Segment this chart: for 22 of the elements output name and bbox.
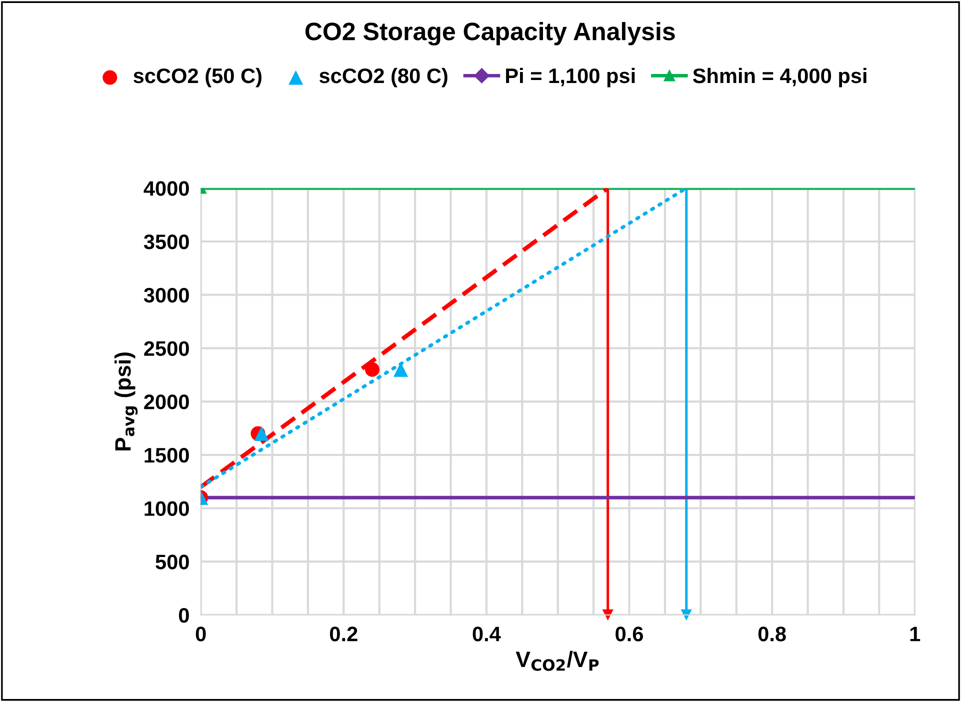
x-tick-label: 0 xyxy=(196,626,206,642)
y-tick-label: 1500 xyxy=(144,448,189,463)
x-tick-label: 1 xyxy=(910,626,920,642)
y-tick-label: 1000 xyxy=(144,501,189,516)
y-tick-label: 4000 xyxy=(144,181,189,196)
y-tick-label: 500 xyxy=(156,554,189,570)
x-tick-label: 0.2 xyxy=(330,626,358,642)
x-tick-label: 0.8 xyxy=(758,626,786,642)
y-tick-label: 0 xyxy=(178,608,189,623)
x-tick-label: 0.4 xyxy=(472,626,501,642)
legend-label: Pi = 1,100 psi xyxy=(506,68,635,88)
legend-label: scCO2 (50 C) xyxy=(134,68,262,88)
x-axis-title: V$_{CO2}$/V$_{P}$ xyxy=(516,650,599,671)
x-tick-label: 0.6 xyxy=(616,626,643,642)
y-axis-title: P$_{avg}$ (psi) xyxy=(114,352,138,450)
y-tick-label: 3500 xyxy=(144,234,189,250)
legend-label: scCO2 (80 C) xyxy=(319,68,448,88)
y-tick-label: 2000 xyxy=(144,394,189,410)
legend-label: Shmin = 4,000 psi xyxy=(692,68,866,88)
y-tick-label: 3000 xyxy=(144,288,189,303)
chart-title: CO2 Storage Capacity Analysis xyxy=(305,22,675,46)
y-tick-label: 2500 xyxy=(144,341,189,356)
